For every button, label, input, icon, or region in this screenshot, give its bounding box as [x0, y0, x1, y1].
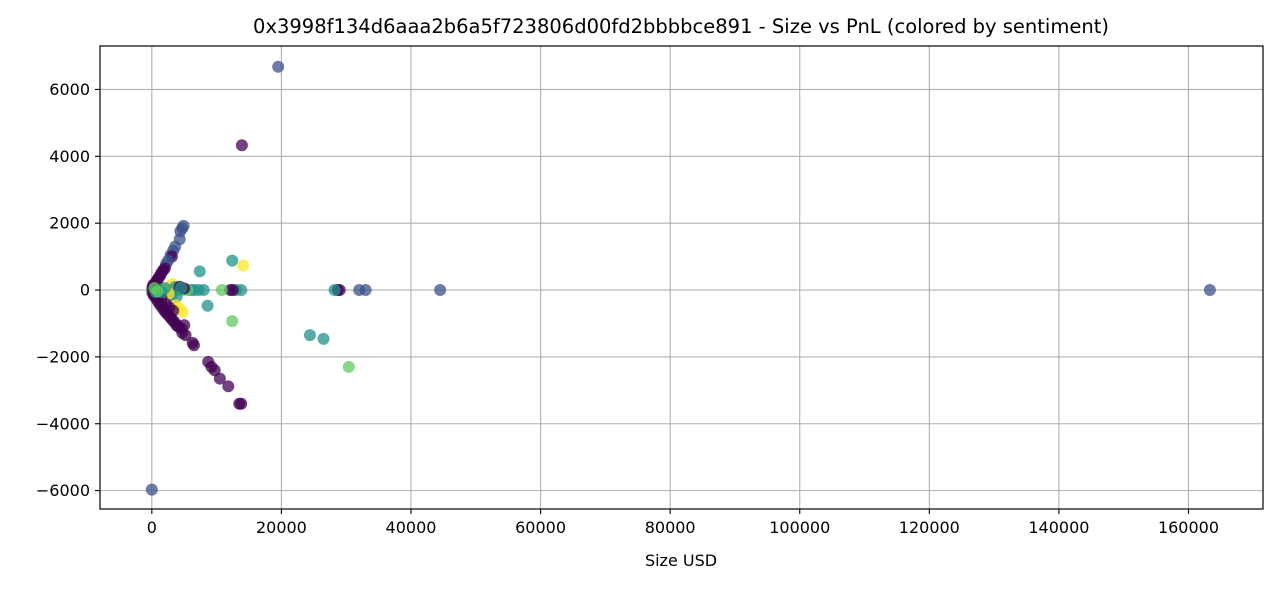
scatter-point	[167, 304, 180, 317]
y-tick-label: 0	[80, 281, 90, 300]
chart-title: 0x3998f134d6aaa2b6a5f723806d00fd2bbbbce8…	[253, 15, 1109, 38]
x-tick-label: 60000	[515, 518, 566, 537]
scatter-point	[226, 254, 239, 267]
scatter-point	[222, 380, 235, 393]
scatter-point	[237, 259, 250, 272]
x-tick-label: 100000	[769, 518, 830, 537]
scatter-point	[303, 329, 316, 342]
x-tick-label: 0	[147, 518, 157, 537]
x-tick-label: 40000	[386, 518, 437, 537]
scatter-point	[179, 329, 192, 342]
scatter-point	[235, 139, 248, 152]
scatter-point	[235, 397, 248, 410]
scatter-point	[201, 299, 214, 312]
scatter-point	[224, 284, 237, 297]
y-tick-label: −6000	[36, 481, 90, 500]
scatter-point	[353, 284, 366, 297]
scatter-point	[151, 285, 164, 298]
axes: 0 20000 40000 60000 80000 100000 120000 140000 1…	[36, 45, 1264, 537]
grid-lines	[100, 46, 1263, 509]
scatter-point	[434, 284, 447, 297]
x-tick-label: 160000	[1158, 518, 1219, 537]
scatter-point	[226, 315, 239, 328]
scatter-point	[1203, 284, 1216, 297]
x-axis-label: Size USD	[645, 551, 717, 570]
scatter-point	[272, 60, 285, 73]
scatter-point	[193, 265, 206, 278]
scatter-point	[342, 360, 355, 373]
scatter-point	[187, 339, 200, 352]
plot-frame	[99, 45, 1264, 510]
scatter-point	[145, 483, 158, 496]
scatter-point	[215, 284, 228, 297]
y-tick-label: 2000	[49, 214, 90, 233]
y-tick-label: 4000	[49, 147, 90, 166]
scatter-point	[328, 284, 341, 297]
x-tick-label: 20000	[256, 518, 307, 537]
x-tick-label: 140000	[1028, 518, 1089, 537]
y-tick-label: 6000	[49, 80, 90, 99]
y-tick-label: −2000	[36, 347, 90, 366]
x-tick-label: 80000	[645, 518, 696, 537]
scatter-point	[202, 355, 215, 368]
x-tick-label: 120000	[899, 518, 960, 537]
y-tick-label: −4000	[36, 414, 90, 433]
data-points	[145, 60, 1216, 496]
scatter-point	[317, 332, 330, 345]
